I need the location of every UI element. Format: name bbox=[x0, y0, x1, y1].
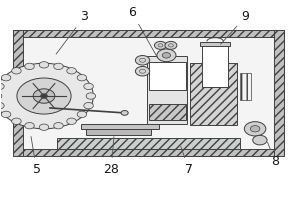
Circle shape bbox=[154, 41, 166, 49]
Bar bbox=[147, 56, 187, 124]
Circle shape bbox=[121, 111, 128, 115]
Bar bbox=[240, 73, 251, 100]
Circle shape bbox=[135, 56, 150, 65]
Circle shape bbox=[84, 102, 93, 109]
Circle shape bbox=[165, 41, 177, 49]
Circle shape bbox=[77, 75, 87, 81]
Circle shape bbox=[253, 135, 267, 145]
Circle shape bbox=[17, 78, 71, 114]
Circle shape bbox=[39, 124, 49, 130]
Text: 6: 6 bbox=[128, 6, 158, 58]
Bar bbox=[13, 149, 284, 156]
Circle shape bbox=[244, 122, 266, 136]
Bar bbox=[13, 30, 23, 156]
Circle shape bbox=[12, 118, 21, 124]
Circle shape bbox=[40, 94, 47, 98]
Text: 8: 8 bbox=[268, 142, 279, 168]
Circle shape bbox=[84, 83, 93, 90]
Bar bbox=[13, 30, 284, 37]
Bar bbox=[148, 62, 186, 90]
Circle shape bbox=[67, 118, 76, 124]
Circle shape bbox=[0, 63, 93, 129]
Bar bbox=[190, 63, 237, 125]
Circle shape bbox=[39, 62, 49, 68]
Circle shape bbox=[54, 123, 63, 129]
Circle shape bbox=[0, 83, 4, 90]
Text: 9: 9 bbox=[220, 10, 250, 44]
Circle shape bbox=[86, 93, 96, 99]
Circle shape bbox=[250, 126, 260, 132]
Circle shape bbox=[1, 75, 11, 81]
Bar bbox=[23, 37, 274, 149]
Circle shape bbox=[1, 111, 11, 118]
Circle shape bbox=[33, 89, 55, 103]
Circle shape bbox=[157, 49, 176, 62]
Circle shape bbox=[25, 123, 34, 129]
Circle shape bbox=[0, 102, 4, 109]
Bar bbox=[148, 104, 186, 120]
Text: 5: 5 bbox=[31, 137, 40, 176]
Bar bbox=[81, 124, 159, 129]
Text: 28: 28 bbox=[103, 137, 119, 176]
Circle shape bbox=[12, 68, 21, 74]
Bar bbox=[274, 30, 284, 156]
Circle shape bbox=[0, 93, 2, 99]
Circle shape bbox=[54, 63, 63, 70]
Text: 3: 3 bbox=[56, 10, 88, 54]
Bar bbox=[200, 42, 230, 46]
Circle shape bbox=[77, 111, 87, 118]
Circle shape bbox=[25, 63, 34, 70]
Circle shape bbox=[135, 66, 150, 76]
Bar bbox=[86, 129, 152, 135]
Circle shape bbox=[67, 68, 76, 74]
Bar bbox=[57, 138, 240, 149]
Bar bbox=[202, 43, 228, 87]
Circle shape bbox=[162, 53, 171, 58]
Text: 7: 7 bbox=[181, 146, 193, 176]
